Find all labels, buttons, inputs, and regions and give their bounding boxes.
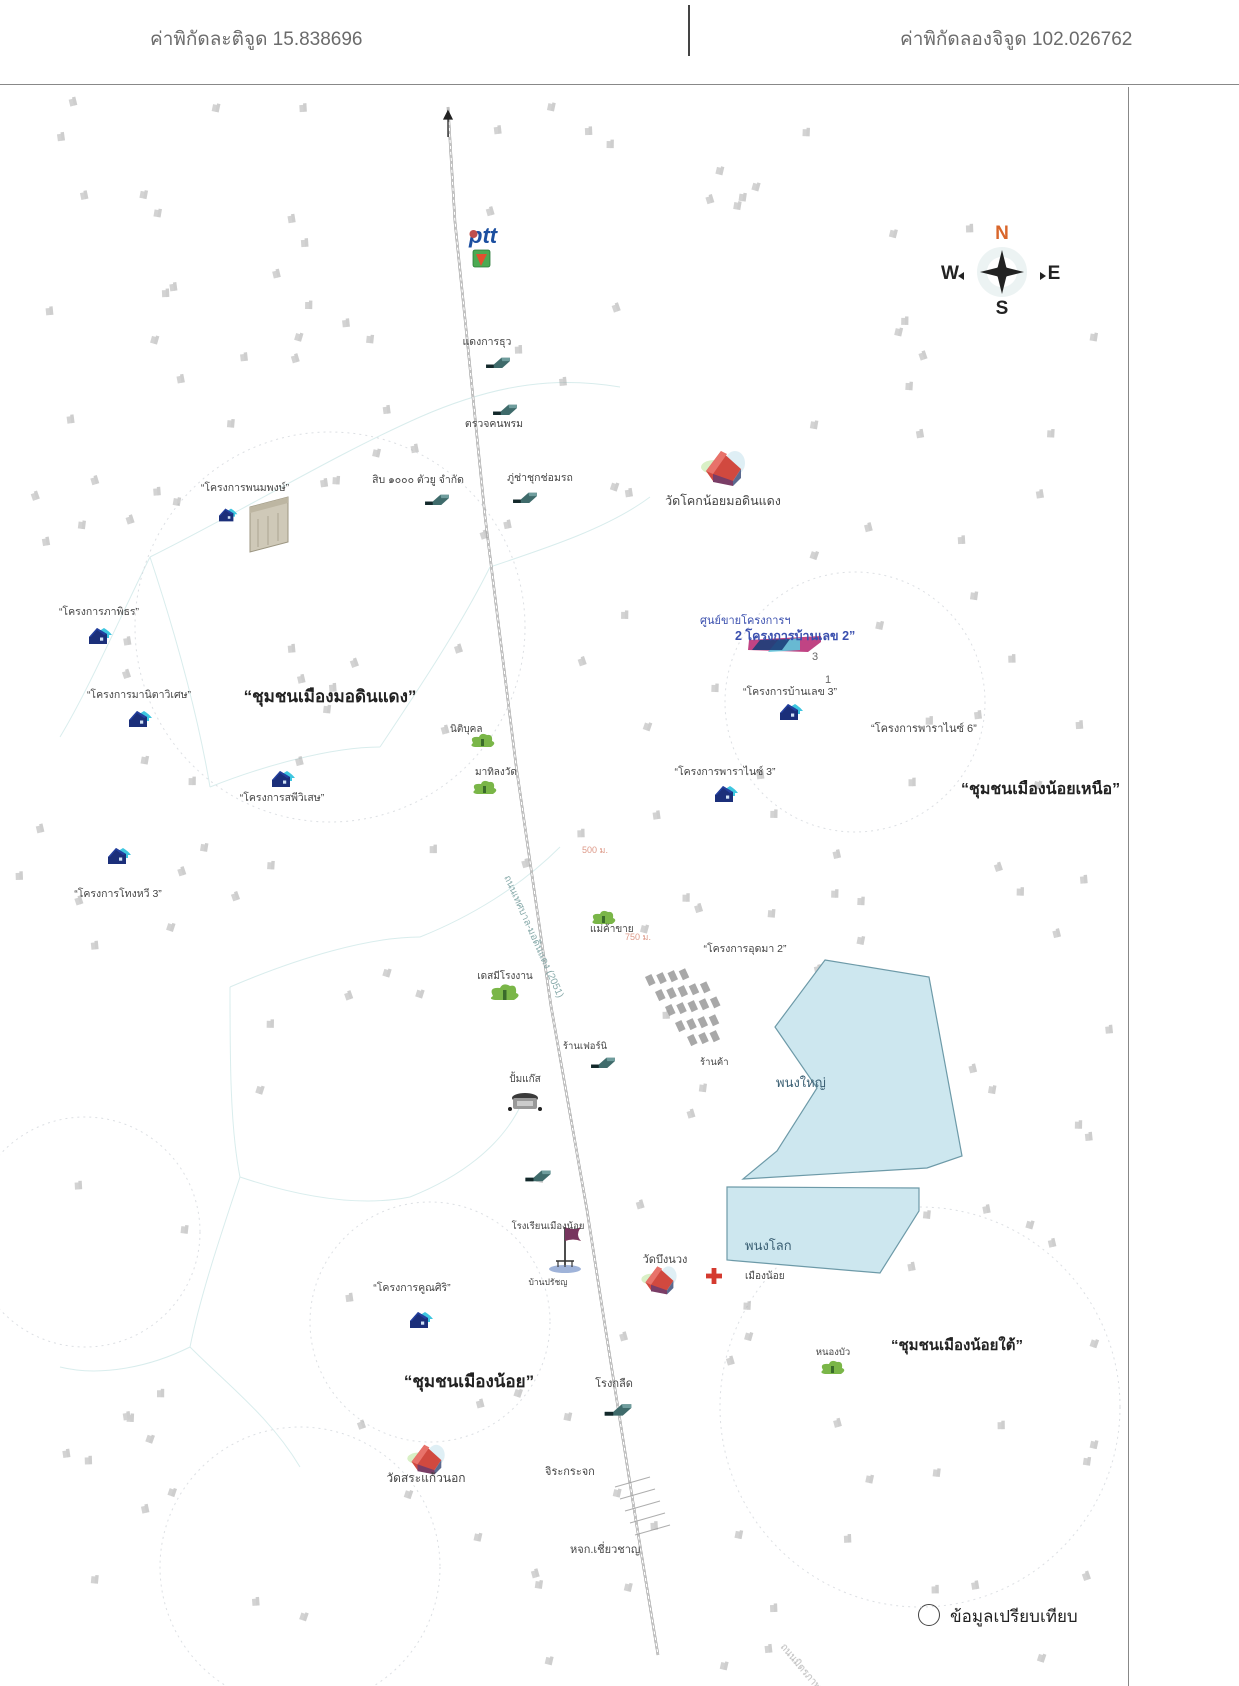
- svg-text:“โครงการสพีวิเสษ”: “โครงการสพีวิเสษ”: [240, 791, 325, 804]
- svg-text:พนงโลก: พนงโลก: [745, 1238, 792, 1253]
- svg-text:โรงกลืด: โรงกลืด: [595, 1376, 633, 1390]
- svg-text:วัดบึงนวง: วัดบึงนวง: [643, 1254, 688, 1266]
- svg-text:“โครงการอุดมา 2”: “โครงการอุดมา 2”: [703, 942, 787, 955]
- svg-text:“ชุมชนเมืองมอดินแดง”: “ชุมชนเมืองมอดินแดง”: [244, 686, 417, 707]
- svg-text:“โครงการมานิตาวิเศษ”: “โครงการมานิตาวิเศษ”: [87, 688, 192, 701]
- svg-text:สิบ ๑๐๐๐ ตัวยู จำกัด: สิบ ๑๐๐๐ ตัวยู จำกัด: [372, 474, 464, 486]
- svg-text:ภู่ช่าชุกช่อมรถ: ภู่ช่าชุกช่อมรถ: [507, 472, 573, 484]
- svg-text:ร้านค้า: ร้านค้า: [700, 1057, 729, 1068]
- svg-text:วัดสระแก้วนอก: วัดสระแก้วนอก: [386, 1471, 465, 1485]
- svg-text:ตรวจคนพรม: ตรวจคนพรม: [465, 418, 523, 430]
- svg-text:โรงเรียนเมืองน้อย: โรงเรียนเมืองน้อย: [512, 1220, 585, 1232]
- svg-text:หนองบัว: หนองบัว: [816, 1347, 850, 1358]
- svg-text:“โครงการพาราไนซ์ 3”: “โครงการพาราไนซ์ 3”: [674, 765, 776, 778]
- svg-text:1: 1: [825, 674, 831, 686]
- svg-text:ปั้มแก๊ส: ปั้มแก๊ส: [509, 1071, 541, 1085]
- svg-text:“ชุมชนเมืองน้อยใต้”: “ชุมชนเมืองน้อยใต้”: [891, 1336, 1023, 1355]
- svg-text:แม่ค้าขาย: แม่ค้าขาย: [590, 923, 634, 935]
- svg-text:“ชุมชนเมืองน้อย”: “ชุมชนเมืองน้อย”: [404, 1371, 534, 1392]
- svg-text:“โครงการพาราไนซ์ 6”: “โครงการพาราไนซ์ 6”: [871, 721, 977, 735]
- svg-text:วัดโคกน้อยมอดินแดง: วัดโคกน้อยมอดินแดง: [665, 493, 781, 508]
- svg-text:มาทิลงวัด: มาทิลงวัด: [475, 767, 517, 778]
- svg-text:2 โครงการบ้านเลข 2”: 2 โครงการบ้านเลข 2”: [735, 628, 855, 643]
- svg-text:หจก.เชี่ยวชาญ: หจก.เชี่ยวชาญ: [570, 1541, 640, 1556]
- svg-text:บ้านปรัชญ: บ้านปรัชญ: [529, 1277, 568, 1287]
- svg-text:ร้านเฟอร์นิ: ร้านเฟอร์นิ: [563, 1040, 608, 1052]
- svg-text:“ชุมชนเมืองน้อยเหนือ”: “ชุมชนเมืองน้อยเหนือ”: [961, 780, 1120, 799]
- svg-text:เมืองน้อย: เมืองน้อย: [745, 1270, 785, 1282]
- svg-text:จิระกระจก: จิระกระจก: [544, 1466, 594, 1478]
- svg-text:ถนนมิตรภาพ: ถนนมิตรภาพ: [778, 1642, 823, 1686]
- svg-text:500 ม.: 500 ม.: [582, 845, 608, 855]
- svg-text:“โครงการบ้านเลข 3”: “โครงการบ้านเลข 3”: [743, 685, 838, 698]
- svg-text:“โครงการคูณศิริ”: “โครงการคูณศิริ”: [373, 1281, 451, 1294]
- svg-text:3: 3: [812, 651, 818, 663]
- svg-text:พนงใหญ่: พนงใหญ่: [776, 1075, 826, 1090]
- svg-text:“โครงการภาพิธร”: “โครงการภาพิธร”: [59, 605, 140, 618]
- svg-text:“โครงการโทงหวี 3”: “โครงการโทงหวี 3”: [74, 887, 162, 900]
- svg-text:นิติบุคล: นิติบุคล: [450, 724, 483, 735]
- svg-text:“โครงการพนมพงษ์”: “โครงการพนมพงษ์”: [201, 481, 290, 494]
- svg-text:เดสมีโรงงาน: เดสมีโรงงาน: [477, 969, 533, 982]
- svg-text:แดงการธุว: แดงการธุว: [463, 336, 512, 348]
- svg-text:ศูนย์ขายโครงการฯ: ศูนย์ขายโครงการฯ: [700, 613, 791, 627]
